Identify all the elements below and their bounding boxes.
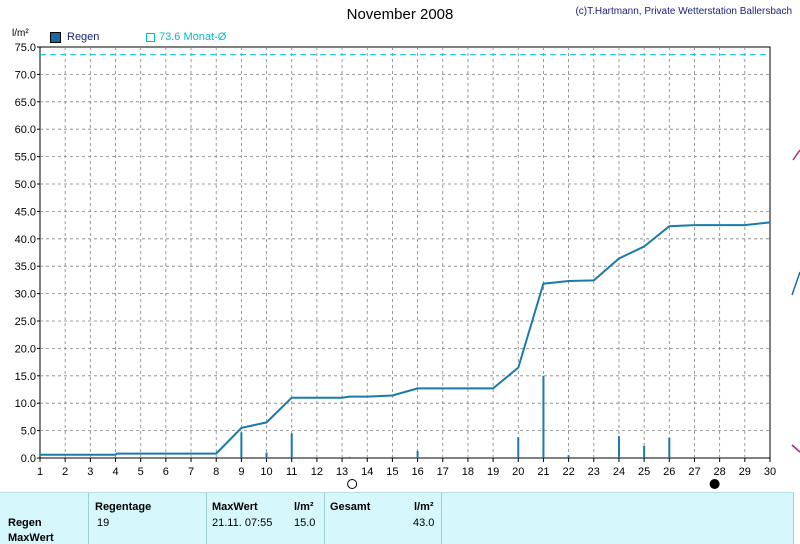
y-tick-label: 30.0	[15, 289, 36, 301]
cumulative-rain-line	[40, 221, 771, 456]
x-tick-label: 13	[336, 466, 348, 478]
y-tick-label: 0.0	[21, 453, 36, 465]
legend-rain-label: Regen	[67, 31, 100, 43]
x-tick-label: 28	[714, 466, 726, 478]
x-tick-label: 20	[512, 466, 524, 478]
y-tick-label: 50.0	[15, 179, 36, 191]
x-tick-label: 7	[188, 466, 194, 478]
x-tick-label: 2	[62, 466, 68, 478]
x-tick-label: 1	[37, 466, 43, 478]
x-tick-label: 19	[487, 466, 499, 478]
x-tick-label: 22	[562, 466, 574, 478]
x-tick-label: 8	[213, 466, 219, 478]
x-tick-label: 15	[386, 466, 398, 478]
legend-month-label: 73.6 Monat-Ø	[159, 31, 227, 43]
x-tick-label: 12	[311, 466, 323, 478]
stats-header-regentage: Regentage	[95, 501, 152, 513]
stats-value-max-time: 21.11. 07:55	[212, 517, 273, 529]
y-tick-label: 25.0	[15, 316, 36, 328]
edge-line-fragment	[791, 444, 800, 453]
y-tick-label: 70.0	[15, 69, 36, 81]
stats-row-label-maxwert: MaxWert	[8, 532, 54, 544]
y-tick-label: 55.0	[15, 152, 36, 164]
y-tick-label: 5.0	[21, 426, 36, 438]
x-tick-label: 4	[112, 466, 118, 478]
full-moon-icon	[347, 479, 358, 489]
y-tick-label: 65.0	[15, 97, 36, 109]
y-tick-label: 20.0	[15, 343, 36, 355]
chart-title: November 2008	[346, 6, 454, 23]
y-tick-label: 35.0	[15, 261, 36, 273]
y-tick-label: 15.0	[15, 371, 36, 383]
legend-rain: Regen	[50, 31, 99, 43]
x-tick-label: 9	[238, 466, 244, 478]
legend-month-average: 73.6 Monat-Ø	[146, 31, 226, 43]
stats-row-label-regen: Regen	[8, 517, 42, 529]
stats-header-unit: l/m²	[294, 501, 314, 513]
x-tick-label: 14	[361, 466, 373, 478]
y-tick-label: 60.0	[15, 124, 36, 136]
stats-divider	[206, 493, 207, 544]
x-tick-label: 21	[537, 466, 549, 478]
plot-area	[39, 46, 771, 459]
y-tick-label: 75.0	[15, 42, 36, 54]
stats-table: Regen MaxWert Regentage MaxWert l/m² Ges…	[0, 492, 794, 544]
rain-chart: 0.0 5.0 10.0 15.0 20.0 25.0 30.0 35.0 40.0 45.0 50…	[15, 42, 800, 489]
x-tick-label: 16	[411, 466, 423, 478]
x-tick-label: 30	[764, 466, 776, 478]
x-tick-label: 23	[588, 466, 600, 478]
stats-header-gesamt: Gesamt	[330, 501, 371, 513]
x-tick-label: 18	[462, 466, 474, 478]
stats-value-max: 15.0	[294, 517, 316, 529]
x-tick-label: 10	[260, 466, 272, 478]
x-tick-label: 25	[638, 466, 650, 478]
y-tick-label: 40.0	[15, 234, 36, 246]
x-tick-label: 17	[437, 466, 449, 478]
stats-value-gesamt: 43.0	[413, 517, 435, 529]
stats-divider	[324, 493, 325, 544]
stats-divider	[793, 493, 794, 544]
x-tick-label: 3	[87, 466, 93, 478]
stats-divider	[441, 493, 442, 544]
legend-rain-swatch	[50, 31, 61, 43]
x-tick-label: 11	[286, 466, 297, 478]
y-tick-label: 45.0	[15, 206, 36, 218]
stats-header-maxwert: MaxWert	[212, 501, 258, 513]
copyright-text: (c)T.Hartmann, Private Wetterstation Bal…	[575, 6, 792, 17]
new-moon-icon	[709, 479, 720, 489]
y-axis-unit: l/m²	[12, 28, 29, 39]
stats-header-unit: l/m²	[414, 501, 434, 513]
x-tick-label: 5	[138, 466, 144, 478]
x-tick-label: 6	[163, 466, 169, 478]
x-tick-label: 26	[663, 466, 675, 478]
x-tick-label: 29	[739, 466, 751, 478]
x-tick-label: 24	[613, 466, 625, 478]
stats-value-regentage: 19	[97, 517, 110, 529]
legend-month-swatch	[146, 32, 155, 42]
edge-line-fragment	[791, 271, 800, 296]
stats-divider	[88, 493, 89, 544]
y-tick-label: 10.0	[15, 398, 36, 410]
edge-line-fragment	[792, 149, 800, 161]
x-tick-label: 27	[688, 466, 700, 478]
